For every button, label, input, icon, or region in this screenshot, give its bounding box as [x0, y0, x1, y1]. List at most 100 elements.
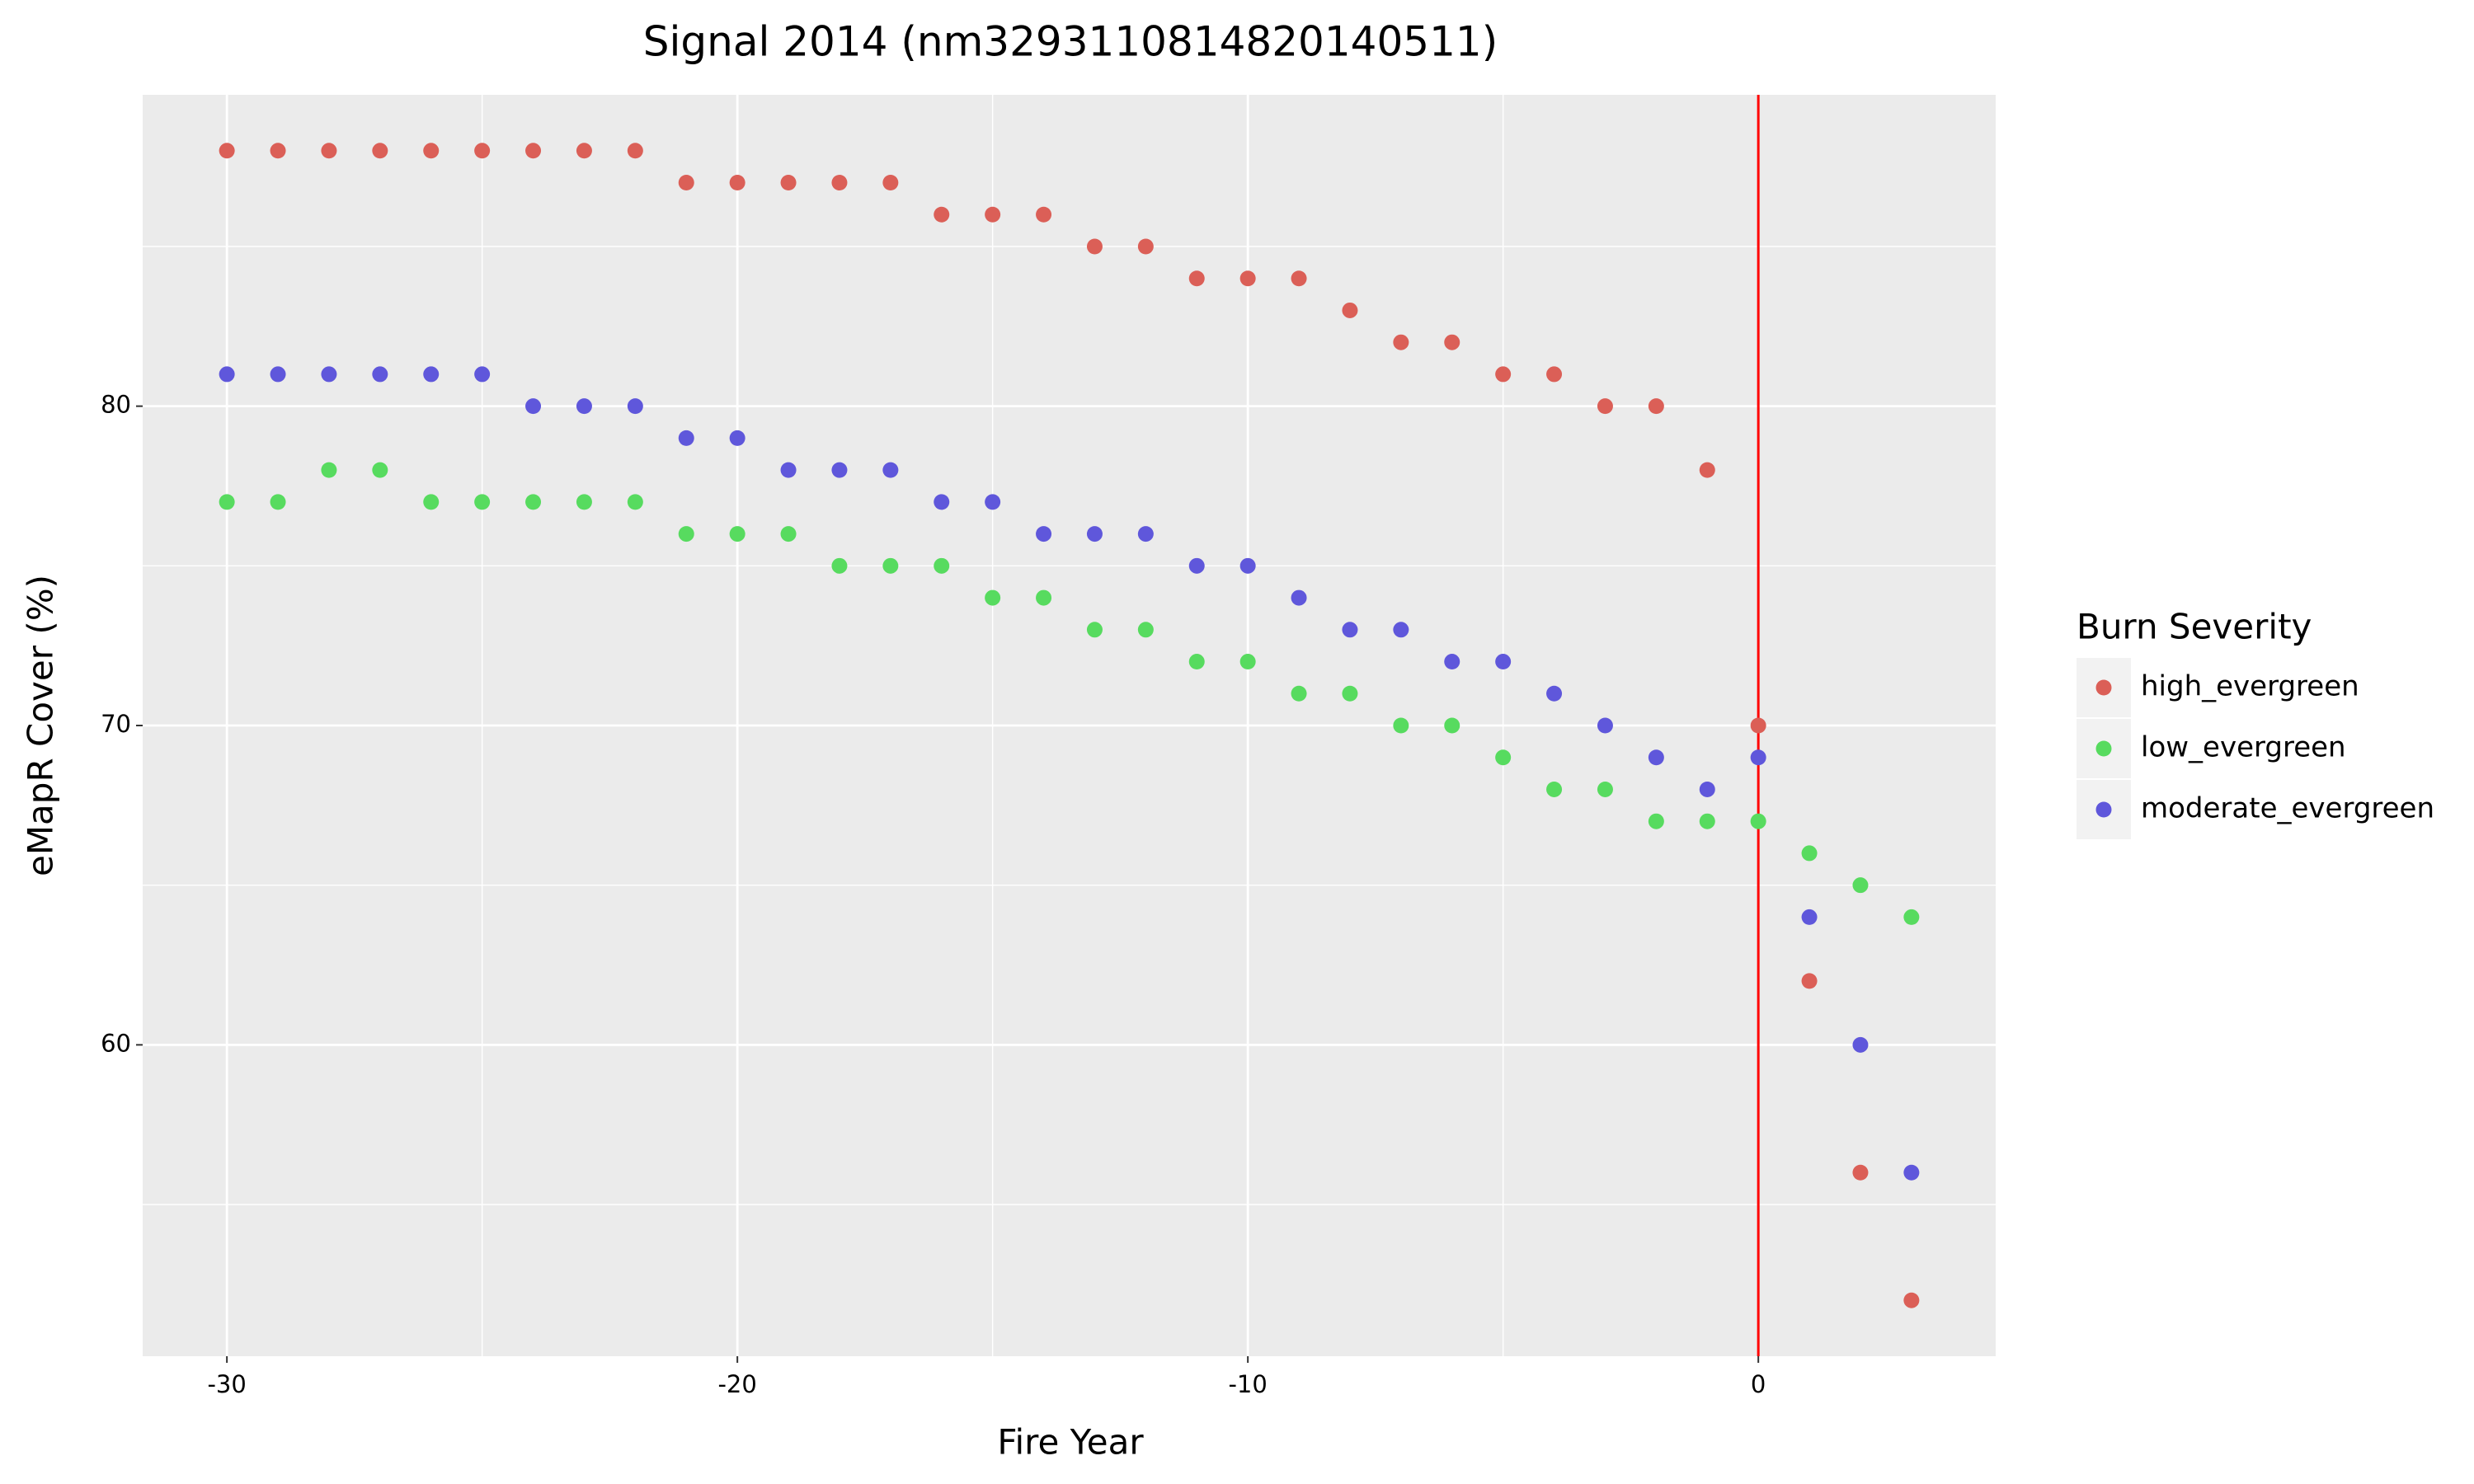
- point: [1137, 238, 1154, 255]
- point: [1291, 589, 1307, 606]
- point: [1495, 749, 1512, 766]
- point: [474, 366, 491, 383]
- point: [729, 526, 745, 542]
- point: [1597, 717, 1613, 734]
- point: [1086, 622, 1103, 638]
- point: [729, 175, 745, 191]
- point: [882, 175, 899, 191]
- point: [1036, 589, 1052, 606]
- point: [934, 206, 950, 223]
- point: [1342, 622, 1358, 638]
- x-tick-label: 0: [1751, 1370, 1766, 1398]
- point: [1546, 366, 1563, 383]
- point: [474, 143, 491, 159]
- point: [1801, 909, 1818, 925]
- point: [1188, 654, 1205, 670]
- point: [831, 175, 848, 191]
- point: [1239, 654, 1256, 670]
- point: [882, 462, 899, 478]
- point: [1852, 1164, 1869, 1181]
- point: [219, 366, 235, 383]
- point: [780, 175, 797, 191]
- legend-marker: [2095, 801, 2112, 818]
- legend-marker: [2095, 679, 2112, 696]
- point: [219, 143, 235, 159]
- point: [627, 494, 643, 510]
- point: [1648, 813, 1664, 829]
- y-tick-label: 70: [101, 710, 131, 738]
- point: [270, 494, 286, 510]
- point: [1852, 1036, 1869, 1053]
- legend-label: low_evergreen: [2141, 731, 2346, 764]
- y-axis-label: eMapR Cover (%): [21, 575, 61, 876]
- point: [934, 494, 950, 510]
- point: [1801, 973, 1818, 989]
- point: [321, 462, 337, 478]
- legend-label: high_evergreen: [2141, 670, 2359, 703]
- x-tick-label: -30: [207, 1370, 246, 1398]
- point: [882, 557, 899, 574]
- chart-title: Signal 2014 (nm3293110814820140511): [643, 18, 1498, 66]
- point: [1086, 238, 1103, 255]
- grid: [143, 95, 1996, 1356]
- point: [1086, 526, 1103, 542]
- x-tick-label: -20: [717, 1370, 756, 1398]
- point: [1648, 398, 1664, 415]
- point: [474, 494, 491, 510]
- point: [1342, 302, 1358, 318]
- legend-marker: [2095, 740, 2112, 757]
- point: [780, 526, 797, 542]
- point: [780, 462, 797, 478]
- point: [1699, 781, 1715, 797]
- point: [627, 398, 643, 415]
- point: [423, 494, 440, 510]
- point: [576, 494, 592, 510]
- point: [678, 175, 694, 191]
- point: [1546, 781, 1563, 797]
- point: [678, 526, 694, 542]
- point: [423, 143, 440, 159]
- point: [1188, 270, 1205, 287]
- point: [1597, 398, 1613, 415]
- point: [1903, 1164, 1920, 1181]
- point: [1239, 557, 1256, 574]
- point: [270, 143, 286, 159]
- point: [525, 143, 542, 159]
- point: [270, 366, 286, 383]
- point: [985, 206, 1001, 223]
- point: [1495, 366, 1512, 383]
- point: [321, 366, 337, 383]
- legend-label: moderate_evergreen: [2141, 792, 2434, 825]
- point: [1750, 717, 1766, 734]
- point: [1801, 845, 1818, 862]
- point: [1036, 206, 1052, 223]
- point: [372, 462, 388, 478]
- point: [831, 462, 848, 478]
- point: [1291, 270, 1307, 287]
- point: [1750, 749, 1766, 766]
- legend-title: Burn Severity: [2077, 607, 2312, 647]
- point: [372, 143, 388, 159]
- point: [831, 557, 848, 574]
- y-tick-label: 80: [101, 391, 131, 419]
- point: [934, 557, 950, 574]
- point: [423, 366, 440, 383]
- point: [1699, 462, 1715, 478]
- point: [1188, 557, 1205, 574]
- point: [1342, 685, 1358, 702]
- y-tick-label: 60: [101, 1029, 131, 1057]
- point: [1137, 526, 1154, 542]
- point: [1036, 526, 1052, 542]
- point: [729, 430, 745, 446]
- point: [985, 589, 1001, 606]
- point: [1444, 717, 1460, 734]
- point: [1699, 813, 1715, 829]
- point: [1546, 685, 1563, 702]
- point: [525, 398, 542, 415]
- point: [1291, 685, 1307, 702]
- marks: [219, 95, 1920, 1356]
- point: [576, 143, 592, 159]
- point: [1239, 270, 1256, 287]
- point: [1903, 1292, 1920, 1308]
